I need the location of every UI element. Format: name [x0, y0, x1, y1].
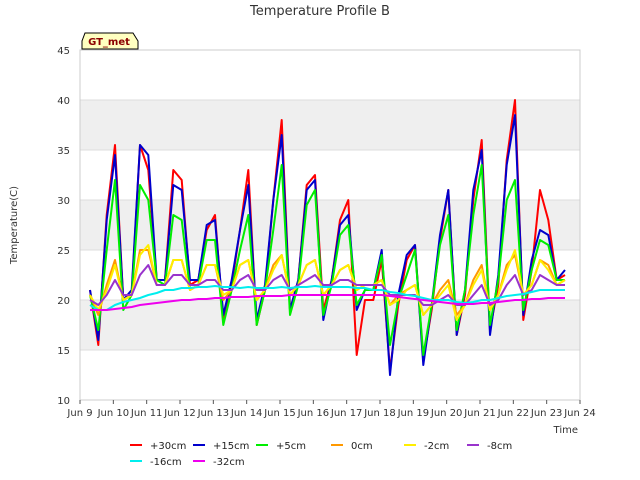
y-tick-label: 30 — [57, 196, 70, 207]
series-line-7 — [90, 294, 565, 311]
series-lines — [89, 99, 566, 376]
legend-label: -8cm — [487, 441, 512, 452]
y-tick-label: 40 — [57, 96, 70, 107]
y-axis-label: Temperature(C) — [9, 186, 20, 265]
y-tick-label: 35 — [57, 146, 70, 157]
x-tick-label: Jun 16 — [297, 408, 330, 419]
legend: +30cm +15cm +5cm 0cm -2cm -8cm -16cm -32cm — [130, 441, 512, 468]
background-band — [80, 200, 580, 250]
background-band — [80, 100, 580, 150]
legend-label: 0cm — [351, 441, 373, 452]
x-tick-label: Jun 19 — [397, 408, 430, 419]
x-tick-label: Jun 12 — [163, 408, 196, 419]
badge-label: GT_met — [88, 37, 130, 48]
y-tick-label: 45 — [57, 46, 70, 57]
x-tick-label: Jun 22 — [497, 408, 530, 419]
x-tick-label: Jun 20 — [430, 408, 463, 419]
x-tick-label: Jun 21 — [463, 408, 496, 419]
series-line-4 — [89, 244, 566, 321]
legend-label: -32cm — [213, 457, 245, 468]
series-line-5 — [89, 264, 565, 306]
background-bands — [80, 50, 580, 400]
x-tick-label: Jun 18 — [363, 408, 396, 419]
legend-label: +5cm — [276, 441, 306, 452]
x-tick-label: Jun 9 — [66, 408, 92, 419]
x-tick-label: Jun 15 — [263, 408, 296, 419]
legend-label: +30cm — [150, 441, 186, 452]
background-band — [80, 300, 580, 350]
chart-title: Temperature Profile B — [249, 4, 390, 19]
x-axis-label: Time — [553, 425, 578, 436]
legend-label: +15cm — [213, 441, 249, 452]
series-line-2 — [89, 164, 565, 356]
series-line-6 — [89, 285, 565, 311]
y-tick-label: 15 — [57, 346, 70, 357]
y-tick-labels: 10 15 20 25 30 35 40 45 — [57, 46, 70, 407]
x-tick-labels: Jun 9 Jun 10 Jun 11 Jun 12 Jun 13 Jun 14 Jun 1… — [66, 400, 596, 419]
x-tick-label: Jun 14 — [230, 408, 263, 419]
y-tick-label: 25 — [57, 246, 70, 257]
plot-frame — [79, 49, 581, 401]
legend-label: -2cm — [424, 441, 449, 452]
x-tick-label: Jun 24 — [563, 408, 596, 419]
legend-label: -16cm — [150, 457, 182, 468]
x-tick-label: Jun 17 — [330, 408, 363, 419]
y-tick-label: 20 — [57, 296, 70, 307]
x-tick-label: Jun 23 — [530, 408, 563, 419]
y-tick-label: 10 — [57, 396, 70, 407]
x-tick-label: Jun 13 — [197, 408, 230, 419]
x-tick-label: Jun 10 — [97, 408, 130, 419]
gt-met-badge: GT_met — [81, 32, 139, 50]
x-tick-label: Jun 11 — [130, 408, 163, 419]
